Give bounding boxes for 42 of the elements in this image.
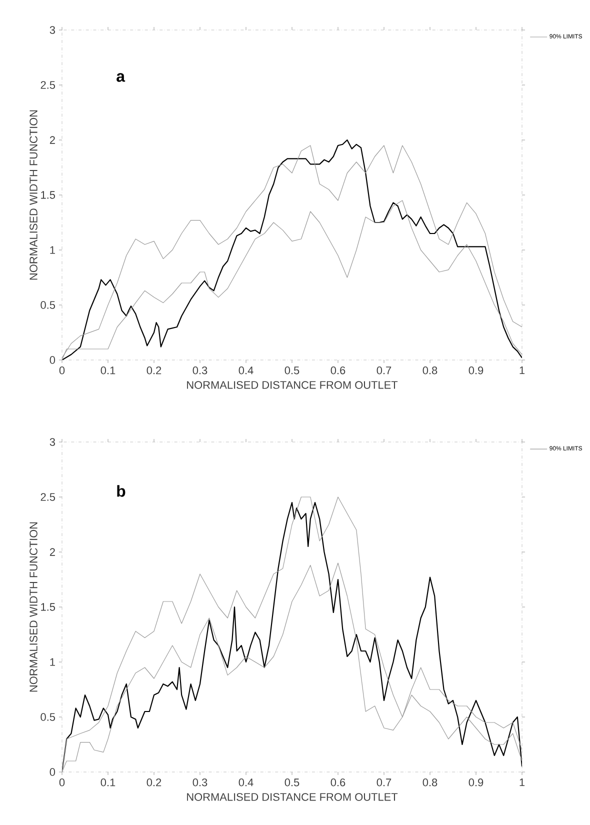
x-tick-label: 0.4: [238, 778, 254, 786]
x-tick-label: 0.2: [146, 778, 162, 786]
y-tick-label: 0: [50, 356, 56, 364]
x-axis-title: NORMALISED DISTANCE FROM OUTLET: [187, 381, 398, 389]
x-tick-label: 0.5: [284, 366, 300, 374]
y-tick-label: 1: [50, 246, 55, 254]
x-tick-label: 1: [520, 366, 525, 374]
x-tick-label: 0.4: [238, 366, 254, 374]
x-tick-label: 0.8: [422, 778, 438, 786]
y-tick-label: 0: [50, 768, 56, 776]
y-tick-label: 3: [50, 438, 56, 446]
y-tick-label: 0.5: [40, 713, 56, 721]
x-tick-label: 0.3: [192, 778, 208, 786]
y-tick-label: 0.5: [40, 301, 56, 309]
annotation: b: [117, 485, 126, 497]
y-tick-label: 1.5: [41, 191, 56, 199]
x-tick-label: 0.5: [284, 778, 300, 786]
y-tick-label: 2.5: [40, 81, 56, 89]
y-axis-title: NORMALISED WIDTH FUNCTION: [30, 110, 38, 280]
y-tick-label: 2.5: [40, 493, 56, 501]
x-axis-title: NORMALISED DISTANCE FROM OUTLET: [187, 793, 398, 801]
x-tick-label: 0.2: [146, 366, 162, 374]
x-tick-label: 0.1: [100, 366, 116, 374]
x-tick-label: 1: [520, 778, 525, 786]
x-tick-label: 0.1: [100, 778, 116, 786]
annotation: a: [116, 73, 126, 82]
x-tick-label: 0: [59, 366, 65, 374]
x-tick-label: 0.3: [192, 366, 208, 374]
y-tick-label: 2: [50, 136, 55, 144]
x-tick-label: 0.9: [468, 366, 484, 374]
x-tick-label: 0.7: [376, 366, 392, 374]
x-tick-label: 0: [59, 778, 65, 786]
y-tick-label: 2: [50, 548, 55, 556]
x-tick-label: 0.8: [422, 366, 438, 374]
y-tick-label: 3: [50, 26, 56, 34]
x-tick-label: 0.6: [330, 778, 346, 786]
y-tick-label: 1: [50, 658, 55, 666]
x-tick-label: 0.6: [330, 366, 346, 374]
x-tick-label: 0.9: [468, 778, 484, 786]
x-tick-label: 0.7: [376, 778, 392, 786]
y-tick-label: 1.5: [41, 603, 56, 611]
y-axis-title: NORMALISED WIDTH FUNCTION: [30, 522, 38, 692]
